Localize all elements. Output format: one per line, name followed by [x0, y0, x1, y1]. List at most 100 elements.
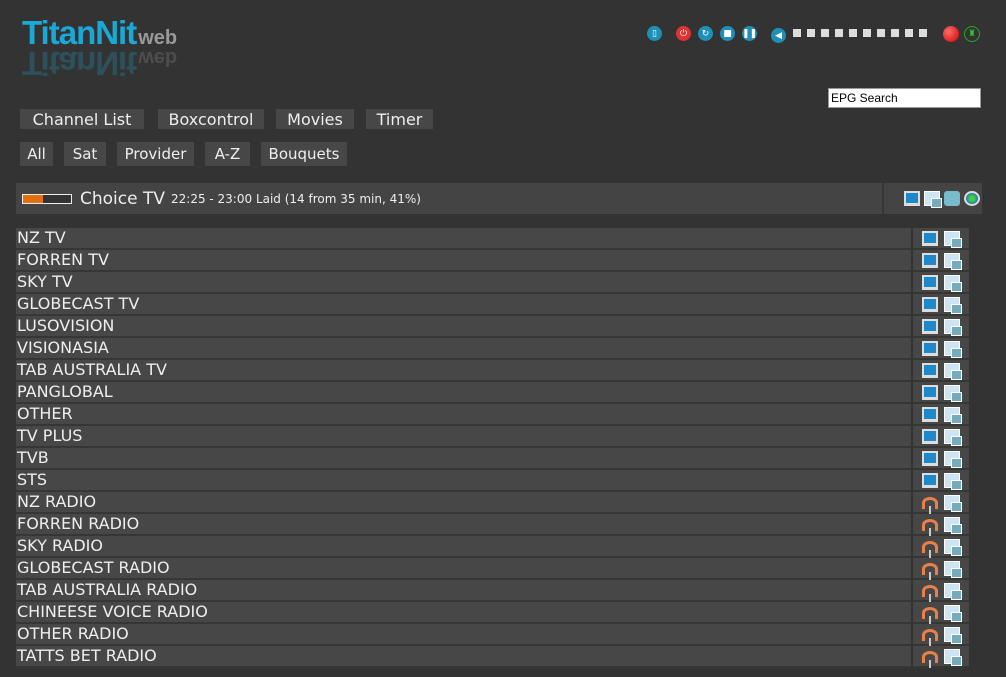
radio-icon[interactable]	[922, 651, 939, 668]
bouquet-name[interactable]: STS	[16, 470, 912, 492]
radio-icon[interactable]	[922, 629, 939, 646]
bouquet-name[interactable]: TAB AUSTRALIA RADIO	[16, 580, 912, 602]
multi-epg-icon[interactable]	[944, 252, 963, 270]
remote-icon[interactable]: ▯	[647, 26, 662, 41]
volume-step[interactable]	[877, 29, 885, 37]
volume-step[interactable]	[849, 29, 857, 37]
epg-search-input[interactable]	[828, 88, 981, 108]
multi-epg-icon[interactable]	[944, 494, 963, 512]
signal-icon[interactable]: ♜	[964, 26, 980, 42]
multi-epg-icon[interactable]	[944, 428, 963, 446]
volume-step[interactable]	[891, 29, 899, 37]
tv-icon[interactable]	[922, 428, 939, 444]
bouquet-name[interactable]: NZ TV	[16, 228, 912, 250]
list-item: CHINEESE VOICE RADIO	[16, 602, 969, 624]
multi-epg-icon[interactable]	[944, 274, 963, 292]
filter-all[interactable]: All	[20, 142, 53, 166]
bouquet-name[interactable]: NZ RADIO	[16, 492, 912, 514]
multi-epg-icon[interactable]	[944, 362, 963, 380]
volume-step[interactable]	[835, 29, 843, 37]
nav-channel-list[interactable]: Channel List	[20, 109, 144, 129]
tv-icon[interactable]	[922, 406, 939, 422]
radio-icon[interactable]	[922, 497, 939, 514]
bouquet-name[interactable]: VISIONASIA	[16, 338, 912, 360]
radio-icon[interactable]	[922, 607, 939, 624]
record-icon[interactable]	[943, 26, 959, 42]
pause-icon[interactable]: ❚❚	[742, 26, 757, 41]
nav-boxcontrol[interactable]: Boxcontrol	[158, 109, 264, 129]
logo-reflection: TitanNit web	[22, 45, 178, 82]
radio-icon[interactable]	[922, 519, 939, 536]
tv-stream-icon[interactable]	[904, 191, 920, 206]
bouquet-name[interactable]: TATTS BET RADIO	[16, 646, 912, 668]
filter-a-z[interactable]: A-Z	[205, 142, 250, 166]
multi-epg-icon[interactable]	[944, 406, 963, 424]
tv-icon[interactable]	[922, 450, 939, 466]
tv-icon[interactable]	[922, 362, 939, 378]
bouquet-name[interactable]: LUSOVISION	[16, 316, 912, 338]
web-stream-icon[interactable]	[964, 191, 980, 206]
multi-epg-icon[interactable]	[944, 626, 963, 644]
multi-epg-icon[interactable]	[944, 538, 963, 556]
bouquet-name[interactable]: GLOBECAST RADIO	[16, 558, 912, 580]
multi-epg-icon[interactable]	[944, 472, 963, 490]
multi-epg-icon[interactable]	[944, 582, 963, 600]
multi-epg-icon[interactable]	[944, 560, 963, 578]
multi-epg-icon[interactable]	[944, 604, 963, 622]
bouquet-name[interactable]: TV PLUS	[16, 426, 912, 448]
multi-epg-icon[interactable]	[944, 318, 963, 336]
tv-icon[interactable]	[922, 384, 939, 400]
radio-icon[interactable]	[922, 585, 939, 602]
filter-provider[interactable]: Provider	[117, 142, 194, 166]
bouquet-name[interactable]: FORREN RADIO	[16, 514, 912, 536]
filter-sat[interactable]: Sat	[64, 142, 106, 166]
radio-icon[interactable]	[922, 563, 939, 580]
multi-epg-icon[interactable]	[944, 340, 963, 358]
power-icon[interactable]: ⏻	[676, 26, 691, 41]
bouquet-list: NZ TV FORREN TV SKY TV GLOBECAST TV LUSO…	[16, 228, 969, 668]
now-playing-bar: Choice TV 22:25 - 23:00 Laid (14 from 35…	[16, 183, 982, 214]
epg-icon[interactable]	[944, 191, 960, 206]
tv-icon[interactable]	[922, 318, 939, 334]
tv-icon[interactable]	[922, 274, 939, 290]
progress-fill	[23, 194, 43, 203]
radio-icon[interactable]	[922, 541, 939, 558]
multi-epg-icon[interactable]	[944, 648, 963, 666]
volume-step[interactable]	[807, 29, 815, 37]
bouquet-name[interactable]: FORREN TV	[16, 250, 912, 272]
bouquet-name[interactable]: GLOBECAST TV	[16, 294, 912, 316]
tv-icon[interactable]	[922, 296, 939, 312]
bouquet-name[interactable]: OTHER RADIO	[16, 624, 912, 646]
multi-epg-icon[interactable]	[944, 230, 963, 248]
list-item: OTHER RADIO	[16, 624, 969, 646]
multi-epg-icon[interactable]	[944, 516, 963, 534]
multi-epg-icon[interactable]	[944, 384, 963, 402]
nav-movies[interactable]: Movies	[276, 109, 354, 129]
tv-icon[interactable]	[922, 472, 939, 488]
bouquet-name[interactable]: TAB AUSTRALIA TV	[16, 360, 912, 382]
list-item: SKY RADIO	[16, 536, 969, 558]
bouquet-name[interactable]: SKY TV	[16, 272, 912, 294]
multi-epg-icon[interactable]	[924, 191, 942, 208]
bouquet-name[interactable]: OTHER	[16, 404, 912, 426]
volume-step[interactable]	[821, 29, 829, 37]
nav-timer[interactable]: Timer	[366, 109, 433, 129]
filter-bouquets[interactable]: Bouquets	[261, 142, 347, 166]
stop-icon[interactable]: ■	[720, 26, 735, 41]
restart-icon[interactable]: ↻	[698, 26, 713, 41]
tv-icon[interactable]	[922, 252, 939, 268]
bouquet-name[interactable]: TVB	[16, 448, 912, 470]
multi-epg-icon[interactable]	[944, 296, 963, 314]
volume-step[interactable]	[863, 29, 871, 37]
bouquet-name[interactable]: CHINEESE VOICE RADIO	[16, 602, 912, 624]
bouquet-name[interactable]: PANGLOBAL	[16, 382, 912, 404]
current-channel[interactable]: Choice TV	[80, 188, 165, 209]
volume-step[interactable]	[919, 29, 927, 37]
volume-step[interactable]	[793, 29, 801, 37]
tv-icon[interactable]	[922, 230, 939, 246]
multi-epg-icon[interactable]	[944, 450, 963, 468]
volume-step[interactable]	[905, 29, 913, 37]
bouquet-name[interactable]: SKY RADIO	[16, 536, 912, 558]
tv-icon[interactable]	[922, 340, 939, 356]
volume-icon[interactable]: ◀	[771, 28, 786, 43]
